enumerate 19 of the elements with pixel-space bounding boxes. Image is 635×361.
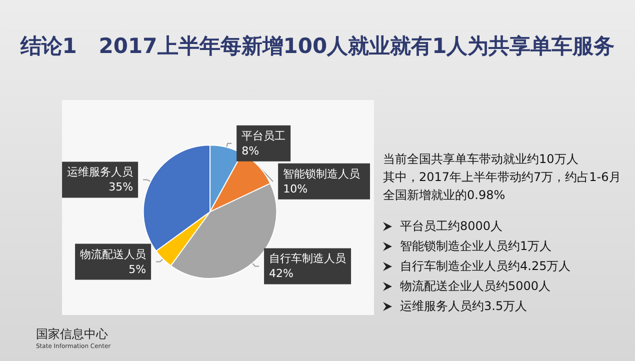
data-label: 5% bbox=[128, 262, 146, 276]
slice-label: 平台员工 bbox=[242, 129, 286, 142]
chart-title: 结论1 2017上半年每新增100人就业就有1人为共享单车服务 bbox=[19, 33, 616, 60]
data-label: 42% bbox=[269, 267, 294, 280]
slice-label: 自行车制造人员 bbox=[269, 252, 346, 266]
text: 国家信息中心 bbox=[36, 326, 109, 343]
text: 自行车制造企业人员约4.25万人 bbox=[400, 258, 571, 275]
data-label: 35% bbox=[108, 180, 134, 194]
slice-label: 智能锁制造人员 bbox=[283, 167, 360, 180]
data-label: 10% bbox=[283, 182, 308, 196]
text: 其中，2017年上半年带动约7万，约占1-6月全国新增就业的0.98% bbox=[383, 169, 622, 204]
text: 运维服务人员约3.5万人 bbox=[400, 298, 528, 315]
text: 平台员工约8000人 bbox=[400, 218, 503, 235]
text: 物流配送企业人员约5000人 bbox=[400, 278, 551, 295]
slice-label: 物流配送人员 bbox=[80, 248, 146, 261]
text: 当前全国共享单车带动就业约10万人 bbox=[383, 151, 580, 168]
data-label: 8% bbox=[242, 144, 260, 158]
text: 智能锁制造企业人员约1万人 bbox=[400, 238, 552, 255]
slice-label: 运维服务人员 bbox=[67, 166, 134, 179]
